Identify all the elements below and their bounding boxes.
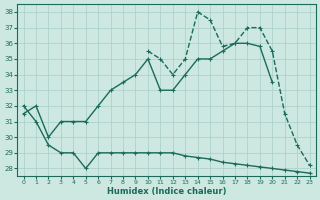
X-axis label: Humidex (Indice chaleur): Humidex (Indice chaleur)	[107, 187, 226, 196]
